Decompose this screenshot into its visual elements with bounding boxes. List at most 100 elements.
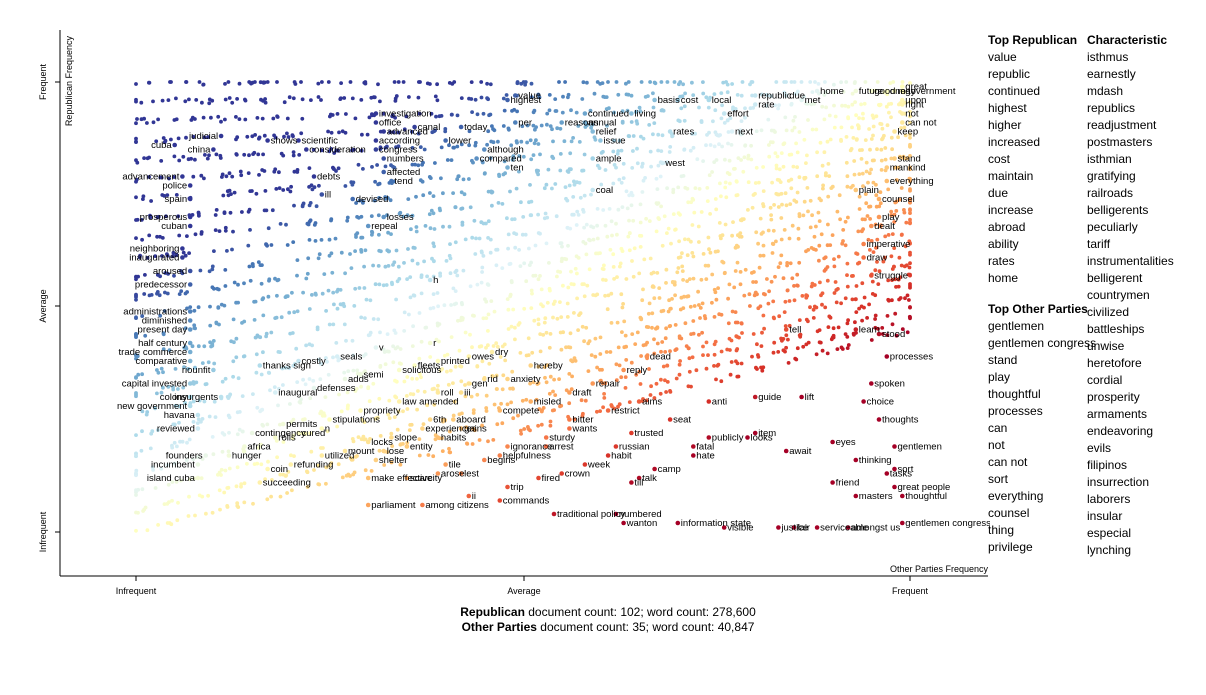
term-point[interactable] [629, 111, 634, 116]
term-point[interactable] [374, 416, 379, 420]
term-point[interactable] [655, 271, 660, 275]
term-point[interactable] [235, 135, 240, 140]
term-point[interactable] [779, 237, 784, 242]
term-point[interactable] [810, 281, 815, 286]
term-point[interactable] [659, 204, 663, 209]
term-point[interactable] [251, 392, 255, 396]
term-point[interactable] [719, 116, 724, 121]
term-point[interactable] [308, 201, 313, 205]
term-point[interactable] [455, 144, 460, 149]
term-label[interactable]: inaugural [278, 388, 317, 399]
term-point[interactable] [304, 343, 308, 348]
term-point[interactable] [626, 80, 631, 84]
term-point[interactable] [553, 393, 558, 397]
term-point[interactable] [461, 177, 466, 182]
term-label[interactable]: founders [166, 451, 203, 462]
term-point[interactable] [356, 435, 361, 439]
term-point[interactable] [777, 167, 782, 172]
term-point[interactable] [140, 429, 144, 434]
term-point[interactable] [491, 374, 495, 379]
term-point[interactable] [727, 172, 732, 177]
term-point[interactable] [483, 171, 487, 176]
term-point[interactable] [183, 326, 188, 330]
term-point[interactable] [360, 132, 364, 137]
term-point[interactable] [605, 453, 611, 458]
term-point[interactable] [292, 310, 297, 315]
term-point[interactable] [344, 473, 349, 478]
term-point[interactable] [401, 409, 405, 414]
term-point[interactable] [389, 178, 394, 184]
term-point[interactable] [840, 103, 844, 108]
term-label[interactable]: rolls [278, 433, 296, 444]
term-point[interactable] [343, 130, 348, 135]
term-point[interactable] [165, 193, 170, 198]
term-point[interactable] [670, 280, 675, 284]
term-point[interactable] [431, 211, 436, 216]
term-point[interactable] [701, 344, 705, 349]
term-point[interactable] [567, 417, 572, 422]
term-point[interactable] [557, 377, 561, 381]
term-point[interactable] [290, 488, 294, 493]
term-point[interactable] [197, 80, 202, 84]
term-point[interactable] [659, 149, 664, 154]
term-point[interactable] [412, 246, 417, 250]
characteristic-term[interactable]: earnestly [1087, 67, 1136, 81]
term-point[interactable] [731, 220, 735, 225]
top-republican-term[interactable]: increase [988, 203, 1034, 217]
term-point[interactable] [682, 294, 686, 299]
term-point[interactable] [187, 327, 193, 332]
term-label[interactable]: experiences [425, 424, 476, 435]
term-point[interactable] [479, 280, 484, 285]
term-point[interactable] [145, 256, 150, 260]
term-point[interactable] [465, 442, 470, 446]
term-point[interactable] [576, 213, 581, 217]
term-point[interactable] [410, 376, 415, 381]
term-point[interactable] [837, 193, 842, 198]
term-point[interactable] [887, 298, 891, 303]
term-point[interactable] [286, 470, 291, 474]
term-point[interactable] [889, 135, 894, 140]
term-point[interactable] [352, 304, 357, 308]
term-point[interactable] [378, 145, 383, 150]
term-point[interactable] [536, 364, 541, 369]
term-label[interactable]: processes [890, 352, 934, 363]
term-point[interactable] [729, 143, 734, 147]
term-point[interactable] [551, 511, 557, 517]
term-point[interactable] [691, 254, 696, 259]
term-point[interactable] [681, 278, 685, 282]
term-point[interactable] [892, 264, 896, 269]
term-point[interactable] [488, 237, 493, 242]
term-point[interactable] [367, 115, 372, 120]
term-point[interactable] [345, 218, 350, 223]
term-point[interactable] [851, 136, 856, 140]
term-point[interactable] [770, 251, 775, 255]
term-point[interactable] [475, 112, 480, 117]
term-point[interactable] [761, 253, 766, 258]
term-point[interactable] [324, 309, 328, 313]
term-point[interactable] [868, 248, 872, 252]
term-point[interactable] [827, 174, 832, 179]
term-point[interactable] [148, 446, 153, 451]
term-point[interactable] [815, 174, 820, 179]
term-point[interactable] [134, 297, 138, 302]
term-point[interactable] [751, 332, 756, 336]
term-point[interactable] [524, 279, 529, 284]
term-point[interactable] [746, 156, 750, 161]
term-point[interactable] [388, 130, 392, 135]
term-point[interactable] [342, 448, 348, 454]
term-point[interactable] [202, 176, 206, 181]
term-point[interactable] [585, 80, 589, 85]
term-point[interactable] [740, 80, 745, 84]
term-point[interactable] [357, 198, 362, 203]
term-point[interactable] [539, 287, 544, 292]
term-point[interactable] [796, 236, 801, 241]
term-point[interactable] [652, 296, 657, 301]
term-point[interactable] [850, 91, 855, 96]
term-point[interactable] [180, 271, 185, 276]
term-point[interactable] [521, 154, 526, 159]
term-point[interactable] [179, 289, 184, 293]
term-point[interactable] [520, 124, 525, 129]
term-label[interactable]: imperative [867, 239, 911, 250]
term-point[interactable] [641, 287, 645, 292]
term-label[interactable]: propriety [364, 406, 401, 417]
